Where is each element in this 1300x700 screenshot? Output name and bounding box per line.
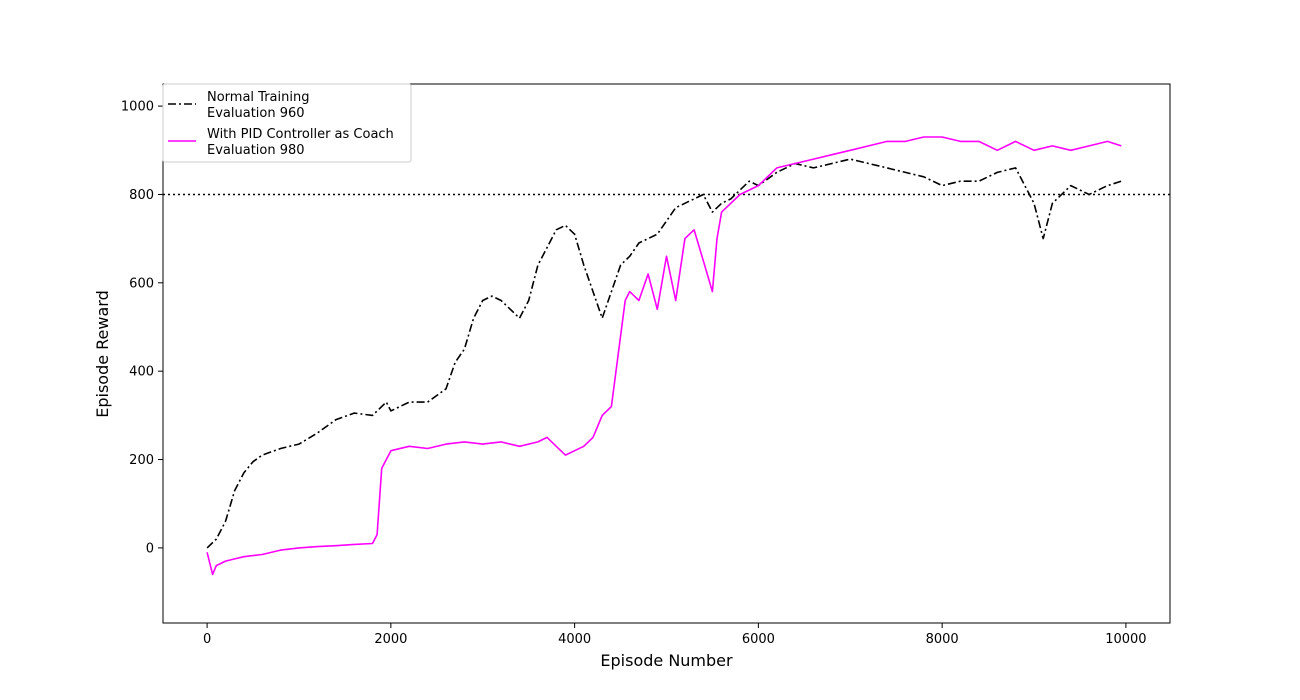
x-tick-label: 6000 xyxy=(742,632,775,647)
x-axis-ticks: 0 2000 4000 6000 8000 10000 xyxy=(203,623,1147,647)
x-tick-label: 8000 xyxy=(926,632,959,647)
x-tick-label: 0 xyxy=(203,632,211,647)
x-tick-label: 2000 xyxy=(374,632,407,647)
legend-sublabel-pid-coach: Evaluation 980 xyxy=(207,143,305,158)
x-tick-label: 10000 xyxy=(1105,632,1146,647)
y-tick-label: 800 xyxy=(129,188,154,203)
y-tick-label: 200 xyxy=(129,453,154,468)
y-tick-label: 1000 xyxy=(121,100,154,115)
x-axis-label: Episode Number xyxy=(600,651,733,670)
y-axis-label: Episode Reward xyxy=(93,290,112,418)
legend: Normal Training Evaluation 960 With PID … xyxy=(162,83,412,163)
series-line-normal-training xyxy=(206,158,1122,549)
series-line-pid-coach xyxy=(206,136,1122,576)
plot-frame xyxy=(162,83,1171,624)
legend-label-normal-training: Normal Training xyxy=(207,90,309,105)
x-tick-label: 4000 xyxy=(558,632,591,647)
y-tick-label: 400 xyxy=(129,365,154,380)
legend-box xyxy=(162,83,412,163)
y-tick-label: 0 xyxy=(146,541,154,556)
legend-sublabel-normal-training: Evaluation 960 xyxy=(207,106,305,121)
legend-label-pid-coach: With PID Controller as Coach xyxy=(207,127,394,142)
chart-marks xyxy=(163,136,1170,576)
plot-area xyxy=(163,84,1170,623)
y-axis-ticks: 0 200 400 600 800 1000 xyxy=(121,100,163,556)
y-tick-label: 600 xyxy=(129,276,154,291)
